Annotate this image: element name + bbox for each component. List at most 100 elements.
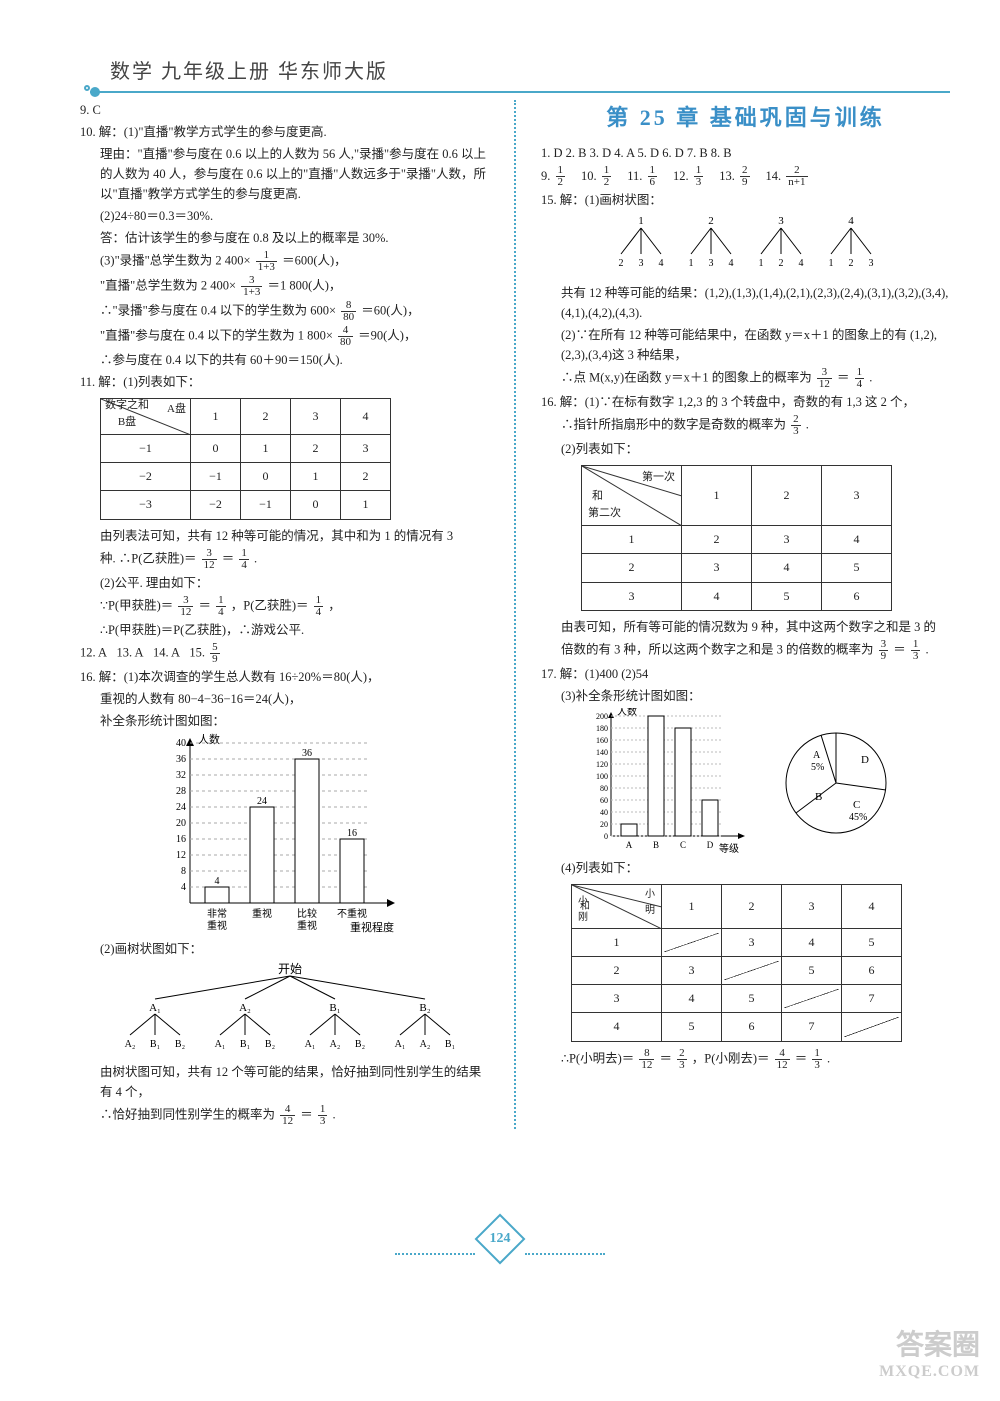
q16-2head: (2)画树状图如下： xyxy=(80,939,489,959)
r-q15-l3: ∴点 M(x,y)在函数 y＝x＋1 的图象上的概率为 312 ＝ 14 . xyxy=(541,367,950,390)
text: ＝600(人)， xyxy=(282,253,347,267)
svg-text:160: 160 xyxy=(596,736,608,745)
svg-text:32: 32 xyxy=(176,770,186,781)
q10-reason: 理由："直播"参与度在 0.6 以上的人数为 56 人,"录播"参与度在 0.6… xyxy=(80,144,489,204)
svg-text:3: 3 xyxy=(778,215,784,227)
q12-15: 12. A 13. A 14. A 15. 59 xyxy=(80,642,489,665)
svg-text:180: 180 xyxy=(596,724,608,733)
svg-text:100: 100 xyxy=(596,772,608,781)
svg-text:16: 16 xyxy=(176,834,186,845)
svg-text:2: 2 xyxy=(849,258,854,269)
svg-text:2: 2 xyxy=(779,258,784,269)
svg-text:B₂: B₂ xyxy=(355,1039,365,1050)
q10-2a: (2)24÷80＝0.3＝30%. xyxy=(80,206,489,226)
svg-text:36: 36 xyxy=(176,754,186,765)
r-q15-head: 15. 解：(1)画树状图： xyxy=(541,190,950,210)
svg-text:A₂: A₂ xyxy=(330,1039,341,1050)
svg-text:120: 120 xyxy=(596,760,608,769)
q10-head: 10. 解：(1)"直播"教学方式学生的参与度更高. xyxy=(80,122,489,142)
svg-text:45%: 45% xyxy=(849,812,867,823)
r-q17-last: ∴P(小明去)＝ 812 ＝ 23 ，P(小刚去)＝ 412 ＝ 13 . xyxy=(541,1048,950,1071)
r-row1: 1. D 2. B 3. D 4. A 5. D 6. D 7. B 8. B xyxy=(541,143,950,163)
left-column: 9. C 10. 解：(1)"直播"教学方式学生的参与度更高. 理由："直播"参… xyxy=(80,100,489,1129)
svg-text:36: 36 xyxy=(302,748,312,759)
svg-text:5%: 5% xyxy=(811,762,824,773)
svg-text:60: 60 xyxy=(600,796,608,805)
watermark: 答案圈 MXQE.COM xyxy=(879,1323,980,1381)
r-q17-head: 17. 解：(1)400 (2)54 xyxy=(541,664,950,684)
svg-text:1: 1 xyxy=(689,258,694,269)
svg-text:B₂: B₂ xyxy=(175,1039,185,1050)
page-number: 124 xyxy=(490,1231,511,1247)
svg-text:40: 40 xyxy=(600,808,608,817)
svg-text:1: 1 xyxy=(638,215,644,227)
svg-text:4: 4 xyxy=(729,258,734,269)
q11-after2: 种. ∴P(乙获胜)＝ 312 ＝ 14 . xyxy=(80,548,489,571)
r-q16-table: 第一次 和 第二次 1 2 3 1234 2345 3456 xyxy=(581,465,892,611)
svg-text:20: 20 xyxy=(600,820,608,829)
svg-text:4: 4 xyxy=(659,258,664,269)
text: (3)"录播"总学生数为 2 400× xyxy=(100,253,251,267)
q16-head: 16. 解：(1)本次调查的学生总人数有 16÷20%＝80(人)， xyxy=(80,667,489,687)
q11-2a: ∵P(甲获胜)＝ 312 ＝ 14 ，P(乙获胜)＝ 14 ， xyxy=(80,595,489,618)
svg-text:8: 8 xyxy=(181,866,186,877)
r-q17-table: 小明 和 小刚 1 2 3 4 1345 2356 3457 4567 xyxy=(571,884,902,1042)
r-q17-l1: (3)补全条形统计图如图： xyxy=(541,686,950,706)
q10-3a: (3)"录播"总学生数为 2 400× 11+3 ＝600(人)， xyxy=(80,250,489,273)
r-q16-after2: 倍数的有 3 种，所以这两个数字之和是 3 的倍数的概率为 39 ＝ 13 . xyxy=(541,639,950,662)
r-q15-l1: 共有 12 种等可能的结果：(1,2),(1,3),(1,4),(2,1),(2… xyxy=(541,283,950,323)
svg-text:3: 3 xyxy=(709,258,714,269)
page-header: 数学 九年级上册 华东师大版 xyxy=(90,55,950,95)
svg-text:重视: 重视 xyxy=(207,919,227,932)
svg-text:重视: 重视 xyxy=(252,907,272,920)
svg-text:D: D xyxy=(707,840,714,850)
page-title: 数学 九年级上册 华东师大版 xyxy=(90,55,950,84)
svg-text:B₁: B₁ xyxy=(329,1002,340,1014)
svg-text:140: 140 xyxy=(596,748,608,757)
svg-text:16: 16 xyxy=(347,828,357,839)
content: 9. C 10. 解：(1)"直播"教学方式学生的参与度更高. 理由："直播"参… xyxy=(80,100,950,1129)
q10-3e: ∴参与度在 0.4 以下的共有 60＋90＝150(人). xyxy=(80,350,489,370)
q11-2b: ∴P(甲获胜)＝P(乙获胜)，∴游戏公平. xyxy=(80,620,489,640)
svg-text:B: B xyxy=(815,791,822,803)
r-row2: 9. 1210. 1211. 1612. 1313. 2914. 2n+1 xyxy=(541,165,950,188)
r-q16-p2: (2)列表如下： xyxy=(541,439,950,459)
svg-text:3: 3 xyxy=(869,258,874,269)
r-q16-l1: ∴指针所指扇形中的数字是奇数的概率为 23 . xyxy=(541,414,950,437)
svg-text:B₂: B₂ xyxy=(265,1039,275,1050)
svg-text:1: 1 xyxy=(759,258,764,269)
svg-text:4: 4 xyxy=(181,882,186,893)
svg-text:4: 4 xyxy=(215,876,220,887)
svg-text:A₂: A₂ xyxy=(420,1039,431,1050)
svg-text:3: 3 xyxy=(639,258,644,269)
column-divider xyxy=(514,100,516,1129)
svg-text:24: 24 xyxy=(257,796,267,807)
r-q15-l2: (2)∵在所有 12 种等可能结果中，在函数 y＝x＋1 的图象上的有 (1,2… xyxy=(541,325,950,365)
r-q16-head: 16. 解：(1)∵在标有数字 1,2,3 的 3 个转盘中，奇数的有 1,3 … xyxy=(541,392,950,412)
q16-l3: 补全条形统计图如图： xyxy=(80,711,489,731)
q11-after1: 由列表法可知，共有 12 种等可能的情况，其中和为 1 的情况有 3 xyxy=(80,526,489,546)
svg-text:200: 200 xyxy=(596,712,608,721)
page-number-diamond: 124 xyxy=(475,1214,526,1265)
svg-text:24: 24 xyxy=(176,802,186,813)
svg-text:4: 4 xyxy=(799,258,804,269)
q11-2head: (2)公平. 理由如下： xyxy=(80,573,489,593)
svg-text:B₂: B₂ xyxy=(419,1002,430,1014)
svg-text:28: 28 xyxy=(176,786,186,797)
svg-text:等级: 等级 xyxy=(719,842,739,855)
r-q17-bar: 人数 020406080100120140160180200 ABCD 等级 xyxy=(581,708,761,858)
svg-text:B₁: B₁ xyxy=(240,1039,250,1050)
r-q17-pie: A 5% D C 45% B xyxy=(771,718,901,848)
q10-2b: 答：估计该学生的参与度在 0.8 及以上的概率是 30%. xyxy=(80,228,489,248)
svg-text:A₁: A₁ xyxy=(305,1039,316,1050)
svg-text:开始: 开始 xyxy=(278,962,302,976)
q16-l2: 重视的人数有 80−4−36−16＝24(人)， xyxy=(80,689,489,709)
q11-head: 11. 解：(1)列表如下： xyxy=(80,372,489,392)
svg-text:重视程度: 重视程度 xyxy=(350,920,394,933)
svg-text:2: 2 xyxy=(619,258,624,269)
svg-text:D: D xyxy=(861,754,869,766)
svg-text:80: 80 xyxy=(600,784,608,793)
r-q15-tree: 1234213431244123 xyxy=(601,212,901,277)
svg-text:1: 1 xyxy=(829,258,834,269)
q9: 9. C xyxy=(80,100,489,120)
